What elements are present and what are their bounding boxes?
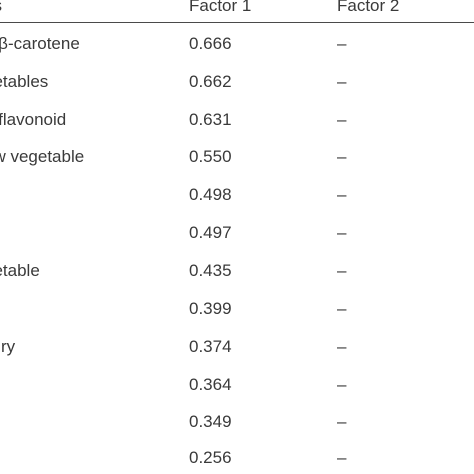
row-factor-1-value: 0.256 [189, 448, 232, 467]
row-factor-1-value: 0.374 [189, 337, 232, 356]
row-factor-2-value: – [337, 223, 347, 242]
row-factor-2-value: – [337, 412, 347, 431]
row-factor-1-value: 0.498 [189, 185, 232, 204]
table-row: ow vegetable 0.550 – [0, 147, 474, 185]
table-row: 0.364 – [0, 375, 474, 413]
table-header-row: ns Factor 1 Factor 2 [0, 0, 474, 22]
row-factor-2-value: – [337, 185, 347, 204]
table-row: 0.498 – [0, 185, 474, 223]
row-factor-1-value: 0.399 [189, 299, 232, 318]
row-item-label: n flavonoid [0, 110, 67, 129]
row-factor-1-value: 0.666 [189, 34, 232, 53]
row-factor-2-value: – [337, 261, 347, 280]
row-factor-1-value: 0.550 [189, 147, 232, 166]
row-factor-2-value: – [337, 299, 347, 318]
row-factor-1-value: 0.364 [189, 375, 232, 394]
header-factor-1: Factor 1 [189, 0, 252, 15]
row-item-label: ow vegetable [0, 147, 85, 166]
header-factor-2: Factor 2 [337, 0, 400, 15]
row-item-label: getable [0, 261, 40, 280]
row-factor-1-value: 0.349 [189, 412, 232, 431]
table-row: n β-carotene 0.666 – [0, 34, 474, 72]
row-factor-1-value: 0.662 [189, 72, 232, 91]
row-factor-2-value: – [337, 147, 347, 166]
table-row: getables 0.662 – [0, 72, 474, 110]
table-row: e 0.349 – [0, 412, 474, 450]
table-row: lairy 0.374 – [0, 337, 474, 375]
row-item-label: n β-carotene [0, 34, 80, 53]
row-factor-1-value: 0.497 [189, 223, 232, 242]
row-factor-1-value: 0.631 [189, 110, 232, 129]
row-factor-2-value: – [337, 72, 347, 91]
row-factor-2-value: – [337, 375, 347, 394]
row-item-label: lairy [0, 337, 16, 356]
row-item-label: getables [0, 72, 49, 91]
row-factor-2-value: – [337, 34, 347, 53]
header-items: ns [0, 0, 2, 16]
table-row: t 0.256 – [0, 448, 474, 474]
row-factor-2-value: – [337, 448, 347, 467]
row-factor-1-value: 0.435 [189, 261, 232, 280]
row-factor-2-value: – [337, 337, 347, 356]
table-row: n flavonoid 0.631 – [0, 110, 474, 148]
table-row: it 0.497 – [0, 223, 474, 261]
table-row: getable 0.435 – [0, 261, 474, 299]
header-divider [0, 22, 474, 23]
row-factor-2-value: – [337, 110, 347, 129]
table-row: 0.399 – [0, 299, 474, 337]
